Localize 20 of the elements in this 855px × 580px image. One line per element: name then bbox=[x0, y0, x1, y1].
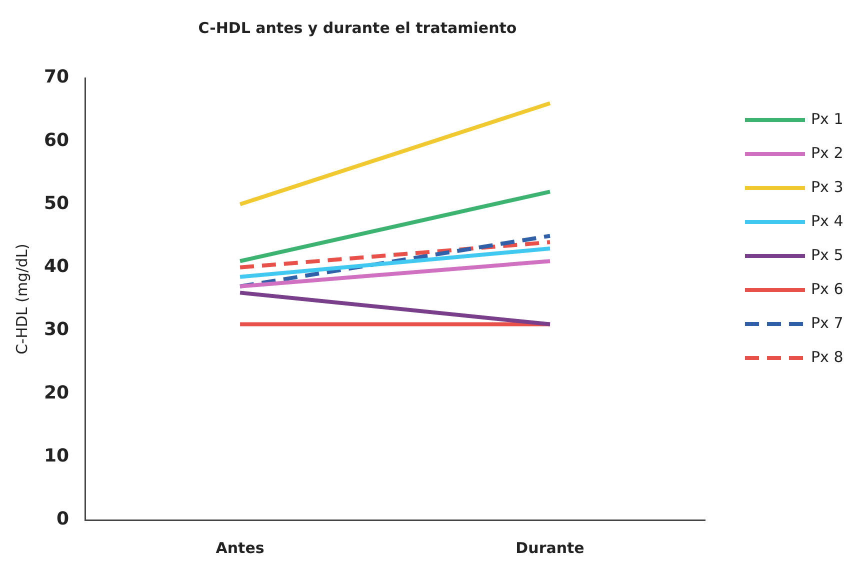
legend-label: Px 1 bbox=[811, 110, 844, 128]
y-tick-label: 40 bbox=[44, 256, 70, 278]
y-axis-title: C-HDL (mg/dL) bbox=[12, 244, 31, 354]
y-tick-label: 10 bbox=[44, 446, 70, 467]
legend-label: Px 6 bbox=[811, 280, 844, 298]
legend-label: Px 8 bbox=[811, 348, 844, 366]
y-tick-label: 70 bbox=[44, 66, 70, 88]
legend-label: Px 2 bbox=[811, 144, 844, 162]
x-tick-label: Durante bbox=[516, 538, 584, 557]
y-tick-label: 0 bbox=[56, 508, 70, 530]
y-tick-label: 50 bbox=[44, 192, 70, 214]
x-tick-label: Antes bbox=[216, 538, 264, 557]
legend-label: Px 5 bbox=[811, 246, 844, 264]
chart-title: C-HDL antes y durante el tratamiento bbox=[198, 18, 517, 37]
legend-label: Px 7 bbox=[811, 314, 844, 332]
y-tick-label: 60 bbox=[44, 130, 70, 151]
y-tick-label: 30 bbox=[44, 319, 70, 340]
legend-label: Px 4 bbox=[811, 212, 844, 230]
legend-label: Px 3 bbox=[811, 178, 844, 196]
y-tick-label: 20 bbox=[44, 382, 70, 404]
